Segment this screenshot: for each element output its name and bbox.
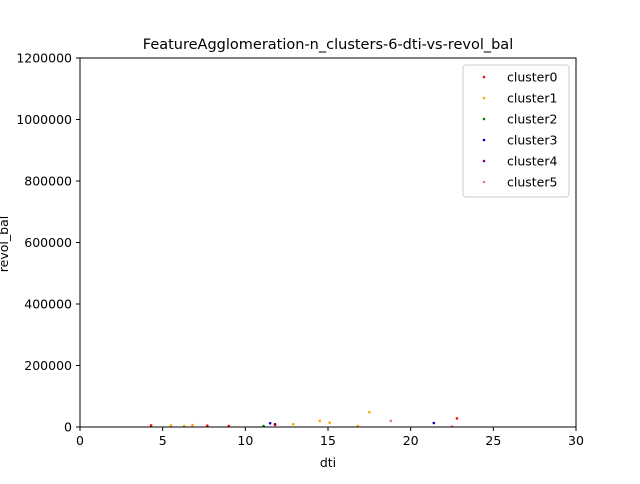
chart-title: FeatureAgglomeration-n_clusters-6-dti-vs…	[143, 37, 513, 53]
data-point-cluster1	[368, 410, 371, 414]
x-axis-ticks: 0 5 10 15 20 25 30	[76, 427, 584, 448]
plot-frame	[79, 57, 577, 428]
x-tick-label: 20	[403, 433, 419, 448]
data-point-cluster1	[291, 422, 295, 426]
legend: cluster0 cluster1 cluster2 cluster3 cluster4…	[462, 64, 570, 198]
y-tick-label: 1000000	[16, 112, 72, 127]
legend-marker-cluster5	[482, 180, 486, 184]
x-tick-label: 0	[76, 433, 84, 448]
y-tick-label: 200000	[24, 358, 72, 373]
legend-marker-cluster4	[482, 159, 486, 163]
data-point-cluster0	[206, 424, 209, 427]
data-point-cluster1	[318, 419, 322, 423]
data-point-cluster1	[169, 424, 173, 427]
x-tick-label: 5	[159, 433, 167, 448]
legend-marker-cluster2	[482, 117, 486, 121]
legend-box	[462, 64, 570, 198]
y-tick-label: 400000	[24, 297, 72, 312]
data-point-cluster4	[273, 422, 277, 426]
data-point-cluster3	[268, 422, 272, 425]
y-tick-label: 800000	[24, 174, 72, 189]
legend-marker-cluster0	[482, 75, 486, 79]
legend-marker-cluster3	[482, 138, 486, 142]
data-point-cluster1	[191, 423, 194, 427]
legend-label: cluster3	[507, 133, 557, 148]
data-point-cluster5	[389, 419, 393, 423]
x-tick-label: 15	[320, 433, 336, 448]
data-point-cluster1	[328, 421, 331, 424]
legend-label: cluster0	[507, 70, 558, 85]
y-axis-ticks: 0 200000 400000 600000 800000 1000000 1200000	[16, 51, 80, 435]
data-point-cluster0	[149, 424, 153, 427]
x-tick-label: 10	[237, 433, 253, 448]
y-tick-label: 1200000	[16, 51, 72, 66]
y-axis-label: revol_bal	[0, 216, 11, 272]
y-tick-label: 0	[64, 420, 72, 435]
x-tick-label: 25	[485, 433, 501, 448]
data-point-cluster3	[432, 421, 436, 425]
legend-label: cluster4	[507, 154, 558, 169]
legend-label: cluster5	[507, 175, 557, 190]
x-axis-label: dti	[320, 455, 336, 470]
legend-marker-cluster1	[482, 96, 486, 100]
legend-label: cluster2	[507, 112, 557, 127]
data-point-cluster0	[455, 417, 459, 420]
legend-label: cluster1	[507, 91, 557, 106]
x-tick-label: 30	[568, 433, 584, 448]
y-tick-label: 600000	[24, 235, 72, 250]
